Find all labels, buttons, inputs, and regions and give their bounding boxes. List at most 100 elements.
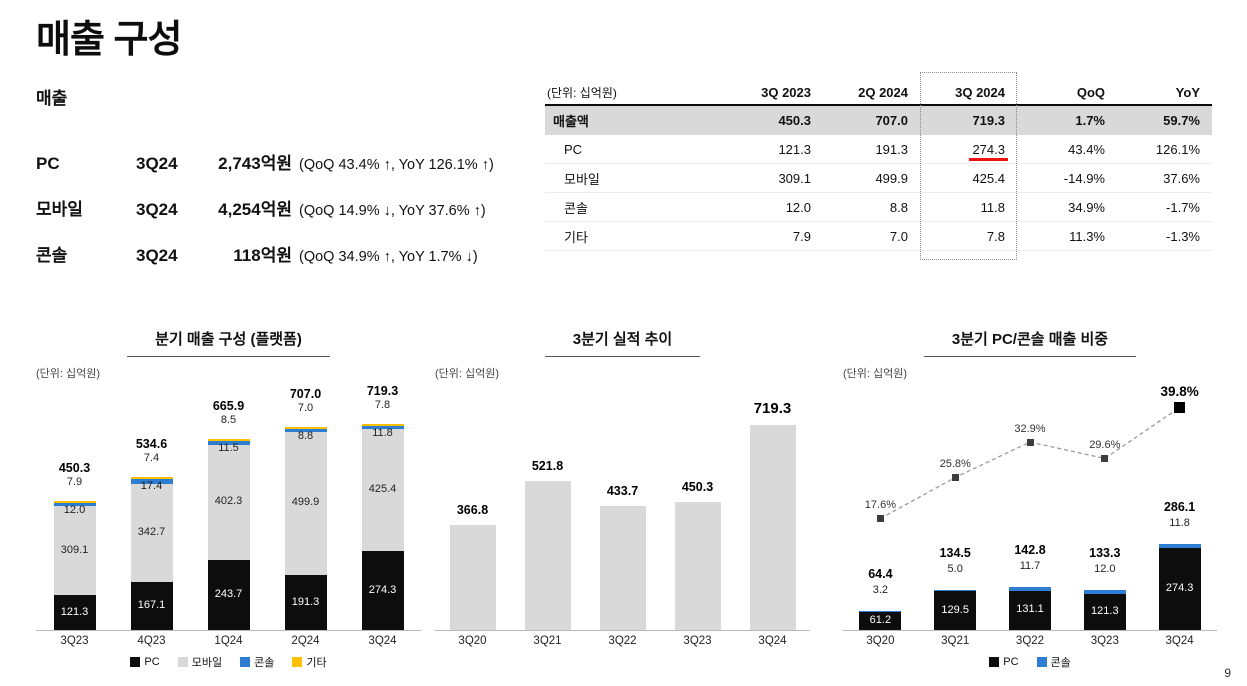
- table-row-label: PC: [564, 141, 583, 157]
- bar-etc-label: 7.4: [143, 451, 160, 464]
- bar-pc-label: 243.7: [214, 588, 243, 601]
- bar-value-label: 521.8: [531, 459, 564, 474]
- bar-console-label: 11.8: [1169, 517, 1190, 530]
- bar-pc-label: 274.3: [368, 583, 397, 596]
- table-column-header: QoQ: [1076, 84, 1105, 100]
- legend-label: 기타: [306, 657, 327, 669]
- bar-segment-pc: [284, 575, 327, 630]
- bar-console-label: 12.0: [1094, 563, 1116, 576]
- table-column-header: 3Q 2024: [955, 84, 1005, 100]
- bar-pc-label: 191.3: [291, 595, 320, 608]
- bar-value-label: 433.7: [606, 484, 639, 499]
- bar-segment-console: [1009, 587, 1051, 591]
- bar-mobile-label: 342.7: [137, 525, 166, 538]
- bar-console-label: 5.0: [947, 562, 963, 575]
- legend-swatch: [989, 657, 1000, 667]
- bar: [674, 501, 721, 630]
- table-row: 매출액 450.3 707.0 719.3 1.7% 59.7%: [545, 106, 1212, 135]
- category-label: 4Q23: [137, 635, 166, 647]
- legend-swatch: [1036, 657, 1047, 667]
- category-label: 3Q23: [60, 635, 89, 647]
- bar-console-label: 11.7: [1019, 560, 1041, 573]
- bar: [524, 481, 571, 630]
- bar-segment-console: [361, 425, 404, 430]
- chart-title-wrap: 3분기 PC/콘솔 매출 비중: [843, 328, 1217, 357]
- bar-etc-label: 7.0: [297, 402, 314, 415]
- chart-platform-revenue: 분기 매출 구성 (플랫폼) (단위: 십억원) 450.3 7.9 12.0 309…: [36, 328, 421, 680]
- category-label: 3Q23: [1090, 635, 1119, 647]
- table-cell: 121.3: [778, 141, 811, 157]
- legend-item-pc: PC: [130, 654, 160, 670]
- table-cell: 191.3: [875, 141, 908, 157]
- legend-item-console: 콘솔: [1036, 654, 1071, 670]
- share-pct-label: 32.9%: [1014, 422, 1046, 435]
- category-label: 3Q24: [1165, 635, 1194, 647]
- bar-segment-mobile: [207, 444, 250, 561]
- table-cell: 499.9: [875, 170, 908, 186]
- legend-item-etc: 기타: [292, 654, 327, 670]
- category-label: 3Q24: [368, 635, 397, 647]
- share-line-marker: [1101, 455, 1109, 462]
- table-row: 모바일 309.1 499.9 425.4 -14.9% 37.6%: [545, 164, 1212, 193]
- legend-label: PC: [144, 656, 160, 668]
- share-line-marker: [1026, 438, 1034, 446]
- bar-total-label: 133.3: [1089, 546, 1121, 561]
- table-row-label: 매출액: [553, 114, 589, 129]
- bar-console-label: 8.8: [297, 430, 314, 443]
- summary-label: PC: [36, 154, 60, 173]
- red-underlined-value: 274.3: [969, 141, 1008, 161]
- table-cell: 309.1: [778, 170, 811, 186]
- chart-title: 3분기 PC/콘솔 매출 비중: [923, 328, 1137, 357]
- summary-label: 콘솔: [36, 246, 68, 265]
- summary-row-pc: PC 3Q24 2,743억원 (QoQ 43.4% ↑, YoY 126.1%…: [36, 149, 516, 174]
- table-cell: -1.7%: [1166, 199, 1200, 215]
- bar-etc-label: 7.9: [66, 475, 83, 488]
- table-column-header: YoY: [1175, 84, 1200, 100]
- table-row-label: 기타: [564, 229, 588, 245]
- bar-segment-mobile: [284, 431, 327, 576]
- table-row: 콘솔 12.0 8.8 11.8 34.9% -1.7%: [545, 193, 1212, 222]
- table-cell: 12.0: [785, 199, 811, 215]
- category-label: 3Q24: [758, 635, 787, 647]
- bar-total-label: 134.5: [939, 545, 971, 560]
- bar-mobile-label: 425.4: [368, 483, 397, 496]
- table-cell: -14.9%: [1063, 170, 1105, 186]
- category-label: 2Q24: [291, 635, 320, 647]
- bar-segment-etc: [207, 438, 250, 442]
- bar-etc-label: 7.8: [374, 398, 391, 411]
- bar-console-label: 11.5: [218, 441, 239, 454]
- bar-mobile-label: 309.1: [60, 543, 89, 556]
- bar-segment-pc: [859, 611, 902, 630]
- page-title: 매출 구성: [36, 19, 182, 61]
- category-label: 3Q21: [941, 635, 970, 647]
- table-cell: 274.3: [920, 141, 1017, 161]
- summary-row-console: 콘솔 3Q24 118억원 (QoQ 34.9% ↑, YoY 1.7% ↓): [36, 241, 516, 266]
- bar-total-label: 707.0: [289, 387, 322, 402]
- summary-value: 4,254억원: [218, 200, 292, 219]
- chart-platform-plot: 450.3 7.9 12.0 309.1 121.3 534.6 7.4 17.4 342.7 1…: [36, 384, 421, 631]
- bar-console-label: 11.8: [372, 426, 393, 439]
- bar-segment-console: [934, 589, 977, 592]
- bar-segment-pc: [207, 560, 250, 630]
- chart-title: 분기 매출 구성 (플랫폼): [127, 328, 330, 357]
- table-cell: 450.3: [778, 113, 811, 128]
- bar: [449, 525, 496, 630]
- revenue-summary: 매출 PC 3Q24 2,743억원 (QoQ 43.4% ↑, YoY 126…: [36, 84, 516, 287]
- table-header-row: (단위: 십억원) 3Q 2023 2Q 2024 3Q 2024 QoQ Yo…: [545, 80, 1212, 106]
- bar-total-label: 64.4: [868, 566, 893, 581]
- bar-etc-label: 8.5: [220, 413, 237, 426]
- table-cell: 34.9%: [1068, 199, 1105, 215]
- bar-total-label: 286.1: [1163, 500, 1196, 515]
- table-cell: 126.1%: [1155, 141, 1200, 157]
- bar: [749, 425, 796, 630]
- summary-label: 모바일: [36, 200, 83, 219]
- bar-value-label: 366.8: [456, 503, 489, 518]
- table-cell: 11.8: [980, 199, 1005, 215]
- table-cell: -1.3%: [1166, 228, 1200, 244]
- bar-segment-console: [53, 503, 96, 507]
- bar-console-label: 12.0: [63, 503, 86, 516]
- chart-title: 3분기 실적 추이: [544, 328, 701, 357]
- legend-swatch: [240, 657, 251, 667]
- bar-console-label: 3.2: [872, 583, 889, 596]
- bar-segment-console: [1158, 544, 1201, 548]
